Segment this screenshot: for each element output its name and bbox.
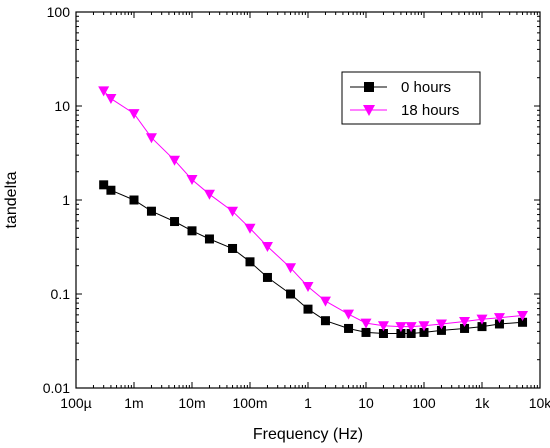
legend-label-0-hours: 0 hours xyxy=(401,79,451,96)
data-point-0-hours xyxy=(406,329,416,339)
data-point-0-hours xyxy=(106,185,116,195)
data-point-18-hours xyxy=(128,109,140,120)
data-point-0-hours xyxy=(396,329,406,339)
data-point-0-hours xyxy=(320,316,330,326)
data-point-0-hours xyxy=(146,206,156,216)
data-point-18-hours xyxy=(203,189,215,200)
x-tick-label: 100µ xyxy=(60,395,91,411)
y-axis-ticks: 0.01 0.1 1 10 100 xyxy=(43,4,540,396)
data-point-0-hours xyxy=(170,217,180,227)
data-point-0-hours xyxy=(303,304,313,314)
data-point-0-hours xyxy=(361,327,371,337)
data-point-18-hours xyxy=(517,311,529,322)
data-point-0-hours xyxy=(204,234,214,244)
data-point-0-hours xyxy=(245,257,255,267)
data-point-0-hours xyxy=(477,322,487,332)
legend-box xyxy=(341,71,481,125)
x-tick-label: 100 xyxy=(412,395,436,411)
data-point-18-hours xyxy=(405,322,417,333)
x-tick-label: 100m xyxy=(232,395,267,411)
y-tick-label: 10 xyxy=(54,98,70,114)
x-tick-label: 10 xyxy=(358,395,374,411)
data-point-18-hours xyxy=(302,282,314,293)
y-tick-label: 0.1 xyxy=(51,286,71,302)
data-point-0-hours xyxy=(460,323,470,333)
data-point-0-hours xyxy=(187,226,197,236)
legend-marker-18-hours xyxy=(363,105,375,116)
x-axis-ticks: 100µ 1m 10m 100m 1 10 100 1k 10k xyxy=(60,12,550,411)
data-point-18-hours xyxy=(418,321,430,332)
y-tick-label: 0.01 xyxy=(43,380,70,396)
data-point-18-hours xyxy=(319,296,331,307)
data-point-0-hours xyxy=(286,289,296,299)
data-point-0-hours xyxy=(436,325,446,335)
data-point-18-hours xyxy=(105,94,117,105)
legend: 0 hours 18 hours xyxy=(341,71,481,125)
data-point-18-hours xyxy=(395,322,407,333)
y-tick-label: 1 xyxy=(62,192,70,208)
y-axis-label: tandelta xyxy=(3,171,20,228)
data-point-18-hours xyxy=(186,175,198,186)
data-point-0-hours xyxy=(228,243,238,253)
data-point-18-hours xyxy=(285,263,297,274)
x-tick-label: 10k xyxy=(529,395,550,411)
data-point-0-hours xyxy=(518,317,528,327)
series-layer xyxy=(98,86,529,339)
data-point-18-hours xyxy=(459,316,471,327)
data-point-18-hours xyxy=(377,321,389,332)
data-point-0-hours xyxy=(344,323,354,333)
x-tick-label: 10m xyxy=(178,395,205,411)
plot-area xyxy=(75,11,541,389)
data-point-18-hours xyxy=(476,314,488,325)
data-point-0-hours xyxy=(262,272,272,282)
x-tick-label: 1 xyxy=(304,395,312,411)
legend-marker-0-hours xyxy=(364,82,374,92)
data-point-18-hours xyxy=(169,155,181,166)
data-point-18-hours xyxy=(145,133,157,144)
data-point-18-hours xyxy=(435,319,447,330)
data-point-0-hours xyxy=(419,327,429,337)
data-point-0-hours xyxy=(494,319,504,329)
x-tick-label: 1m xyxy=(124,395,143,411)
data-point-18-hours xyxy=(493,313,505,324)
x-tick-label: 1k xyxy=(475,395,491,411)
data-point-18-hours xyxy=(360,318,372,329)
legend-label-18-hours: 18 hours xyxy=(401,102,459,119)
data-point-18-hours xyxy=(244,223,256,234)
data-point-18-hours xyxy=(261,242,273,253)
data-point-0-hours xyxy=(99,180,109,190)
data-point-18-hours xyxy=(227,206,239,217)
data-point-0-hours xyxy=(129,195,139,205)
y-tick-label: 100 xyxy=(47,4,71,20)
x-axis-label: Frequency (Hz) xyxy=(253,426,363,443)
data-point-18-hours xyxy=(98,86,110,97)
data-point-0-hours xyxy=(378,329,388,339)
data-point-18-hours xyxy=(343,309,355,320)
